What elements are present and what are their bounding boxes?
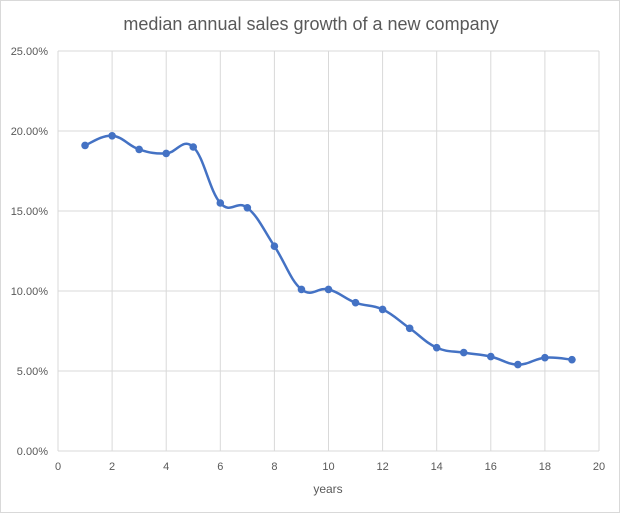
x-tick-label: 2: [109, 461, 115, 473]
data-point: [514, 360, 522, 369]
x-tick-label: 20: [593, 461, 605, 473]
data-point: [405, 324, 414, 333]
x-tick-label: 0: [55, 461, 61, 473]
data-point: [216, 199, 225, 207]
data-point: [270, 242, 279, 250]
y-tick-label: 25.00%: [11, 46, 49, 58]
data-point: [351, 298, 360, 307]
x-tick-label: 10: [322, 461, 334, 473]
data-point: [81, 141, 89, 150]
x-axis-label: years: [313, 482, 342, 496]
y-tick-label: 15.00%: [11, 206, 49, 218]
x-tick-label: 16: [485, 461, 497, 473]
y-tick-label: 0.00%: [17, 446, 48, 458]
y-tick-label: 5.00%: [17, 366, 48, 378]
x-tick-label: 18: [539, 461, 551, 473]
gridlines: [57, 50, 600, 452]
x-axis-ticks: 0 2 4 6 8 10 12 14 16 18 20: [55, 461, 605, 473]
data-point: [432, 343, 441, 352]
data-point: [459, 348, 468, 357]
data-point: [108, 132, 116, 140]
chart-title: median annual sales growth of a new comp…: [123, 14, 498, 34]
x-tick-label: 12: [376, 461, 388, 473]
y-axis-ticks: 0.00% 5.00% 10.00% 15.00% 20.00% 25.00%: [11, 46, 49, 458]
data-point: [135, 145, 143, 154]
x-tick-label: 8: [271, 461, 277, 473]
data-point: [378, 305, 387, 314]
data-point: [243, 204, 252, 212]
y-tick-label: 10.00%: [11, 286, 49, 298]
x-tick-label: 6: [217, 461, 223, 473]
data-point: [162, 149, 170, 158]
data-point: [297, 285, 306, 294]
data-point: [541, 353, 549, 362]
data-point: [568, 355, 576, 364]
data-point: [487, 352, 495, 361]
x-tick-label: 4: [163, 461, 169, 473]
data-point: [324, 285, 333, 294]
data-point: [189, 143, 198, 151]
x-tick-label: 14: [431, 461, 443, 473]
series-markers: [81, 132, 576, 369]
y-tick-label: 20.00%: [11, 126, 49, 138]
